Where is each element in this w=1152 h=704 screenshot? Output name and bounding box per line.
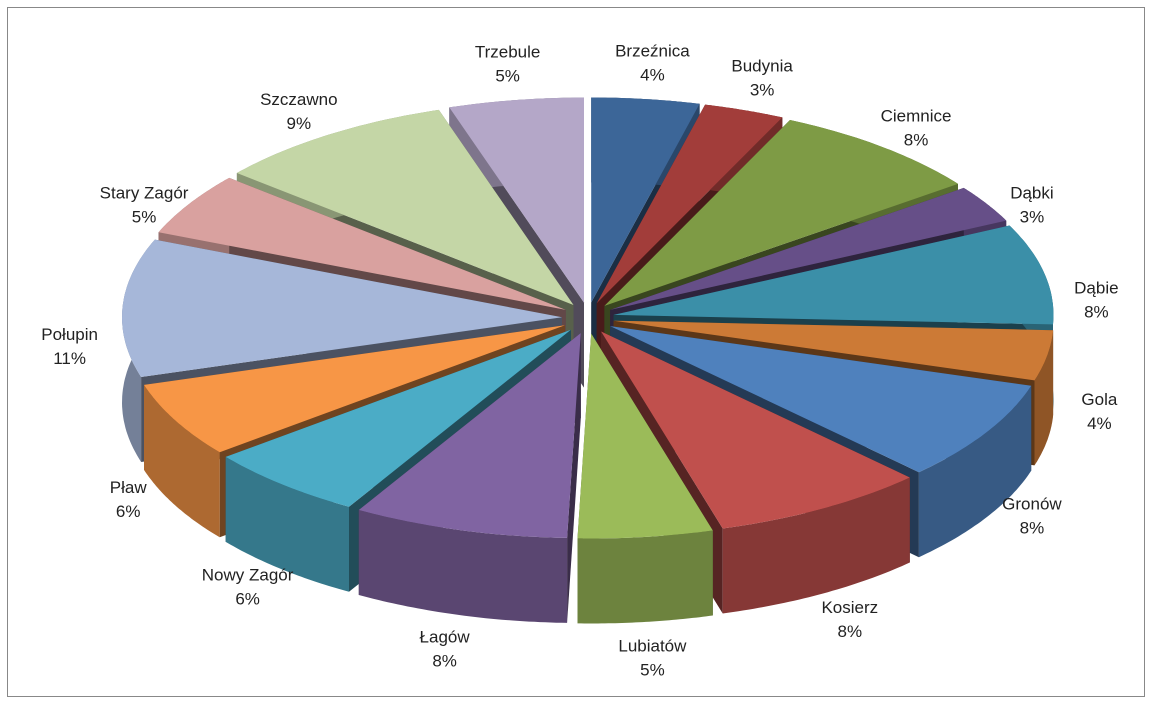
slice — [613, 320, 1054, 381]
category-label: Lubiatów — [618, 637, 687, 656]
value-label: 8% — [432, 651, 457, 670]
category-label: Dąbki — [1010, 184, 1053, 203]
slice — [610, 187, 1007, 310]
slice-wall — [144, 384, 220, 538]
category-label: Ciemnice — [881, 107, 952, 126]
category-label: Brzeźnica — [615, 41, 690, 60]
value-label: 3% — [750, 80, 775, 99]
slice-wall — [577, 530, 713, 624]
value-label: 5% — [640, 661, 665, 680]
category-label: Połupin — [41, 325, 98, 344]
value-label: 8% — [904, 131, 929, 150]
value-label: 11% — [53, 349, 86, 368]
slice — [358, 333, 581, 538]
slice — [158, 177, 566, 310]
value-label: 8% — [1084, 303, 1109, 322]
value-label: 8% — [1020, 518, 1045, 537]
category-label: Kosierz — [821, 598, 878, 617]
slice — [449, 97, 584, 303]
value-label: 6% — [235, 589, 260, 608]
slice-wall — [722, 477, 910, 614]
slice-wall — [1034, 330, 1054, 466]
value-label: 8% — [838, 622, 863, 641]
slice — [596, 104, 783, 304]
category-label: Stary Zagór — [100, 184, 189, 203]
slice — [604, 120, 958, 306]
category-label: Trzebule — [475, 43, 541, 62]
category-label: Gola — [1081, 390, 1117, 409]
value-label: 3% — [1020, 208, 1045, 227]
pie — [122, 97, 1054, 624]
category-label: Gronów — [1002, 494, 1062, 513]
value-label: 5% — [132, 208, 157, 227]
slice — [225, 329, 571, 507]
category-label: Budynia — [731, 56, 793, 75]
slice-wall — [918, 385, 1032, 558]
slice — [577, 333, 713, 539]
slice — [236, 109, 574, 306]
slice — [144, 325, 565, 453]
value-label: 9% — [287, 114, 312, 133]
category-label: Łagów — [420, 627, 471, 646]
value-label: 4% — [1087, 414, 1112, 433]
slice — [591, 97, 700, 303]
slice-wall — [358, 510, 568, 623]
slice — [610, 326, 1032, 473]
slice — [122, 239, 562, 377]
category-label: Dąbie — [1074, 279, 1118, 298]
value-label: 6% — [116, 502, 141, 521]
labels: Brzeźnica 4% Budynia 3% Ciemnice 8% Dąbki 3% Dąb… — [41, 41, 1118, 679]
category-label: Pław — [110, 478, 148, 497]
value-label: 4% — [640, 65, 665, 84]
value-label: 5% — [495, 67, 520, 86]
slice-wall — [225, 456, 349, 592]
category-label: Nowy Zagór — [202, 565, 294, 584]
slice — [601, 331, 910, 529]
slice — [613, 225, 1054, 325]
category-label: Szczawno — [260, 90, 337, 109]
